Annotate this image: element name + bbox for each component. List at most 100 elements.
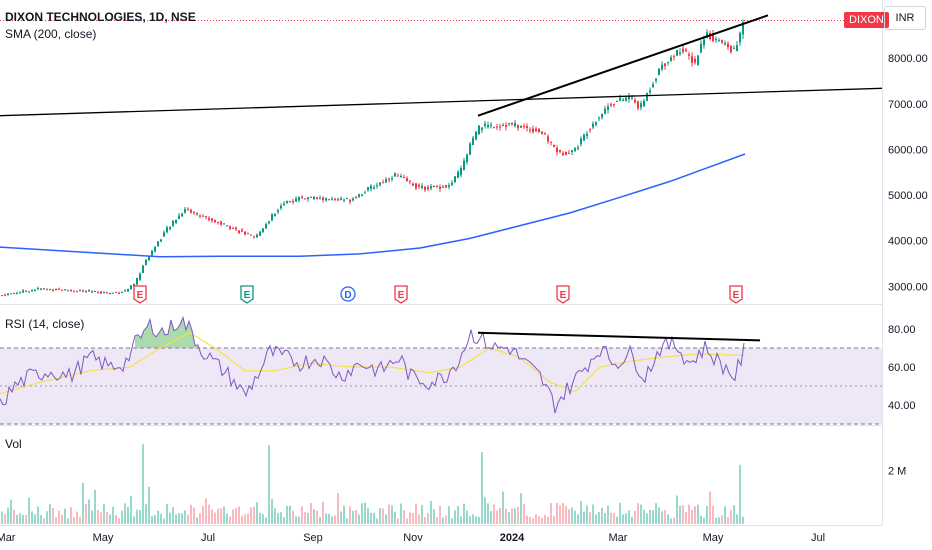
volume-bar xyxy=(373,512,375,524)
volume-legend[interactable]: Vol xyxy=(5,437,22,451)
candle-body xyxy=(679,52,681,54)
earnings-marker: E xyxy=(729,285,743,304)
volume-bar xyxy=(409,512,411,524)
candle-body xyxy=(649,90,651,93)
candle-body xyxy=(694,58,696,63)
candle-body xyxy=(691,56,693,63)
volume-bar xyxy=(292,511,294,524)
candle-body xyxy=(715,38,717,41)
rsi-legend[interactable]: RSI (14, close) xyxy=(5,317,85,331)
candle-body xyxy=(181,213,183,217)
volume-bar xyxy=(649,509,651,524)
rsi-trendline[interactable] xyxy=(477,331,761,342)
volume-bar xyxy=(130,496,132,524)
volume-bar xyxy=(199,513,201,524)
volume-bar xyxy=(718,517,720,524)
candle-body xyxy=(718,40,720,42)
volume-bar xyxy=(736,514,738,524)
candle-body xyxy=(58,288,60,290)
candle-body xyxy=(640,103,642,108)
volume-bar xyxy=(34,514,36,524)
resistance-trendline[interactable] xyxy=(477,14,769,117)
candle-body xyxy=(7,293,9,296)
candle-body xyxy=(184,209,186,213)
volume-bar xyxy=(349,506,351,524)
volume-bar xyxy=(454,510,456,524)
volume-bar xyxy=(532,518,534,524)
candle-body xyxy=(580,138,582,145)
volume-bar xyxy=(676,495,678,524)
candle-body xyxy=(424,186,426,191)
volume-bar xyxy=(391,505,393,524)
candle-body xyxy=(193,211,195,213)
earnings-icon xyxy=(556,285,570,304)
volume-bar xyxy=(241,515,243,524)
volume-bar xyxy=(313,509,315,524)
volume-bar xyxy=(244,514,246,524)
candle-body xyxy=(463,160,465,170)
volume-bar xyxy=(367,507,369,524)
price-axis: 3000.00 4000.00 5000.00 6000.00 7000.00 8000.… xyxy=(888,53,928,293)
event-label: E xyxy=(244,290,251,301)
rsi-line xyxy=(0,315,745,414)
volume-bar xyxy=(721,515,723,524)
candle-body xyxy=(118,292,120,294)
volume-bar xyxy=(61,514,63,524)
volume-bar xyxy=(316,510,318,524)
candle-body xyxy=(343,199,345,201)
volume-bar xyxy=(562,503,564,524)
candle-body xyxy=(631,97,633,99)
volume-bar xyxy=(379,508,381,524)
candle-body xyxy=(577,147,579,149)
volume-bar xyxy=(484,497,486,524)
event-label: E xyxy=(560,290,567,301)
candle-body xyxy=(247,232,249,234)
volume-bar xyxy=(175,514,177,524)
event-label: D xyxy=(344,290,351,301)
volume-bar xyxy=(340,511,342,524)
volume-bar xyxy=(607,505,609,524)
volume-bar xyxy=(19,512,21,524)
volume-bar xyxy=(226,513,228,524)
candle-body xyxy=(133,283,135,287)
candle-body xyxy=(226,225,228,227)
volume-bar xyxy=(625,513,627,524)
volume-bar xyxy=(478,516,480,524)
candle-body xyxy=(484,123,486,127)
sma-legend[interactable]: SMA (200, close) xyxy=(5,27,97,41)
candle-body xyxy=(157,241,159,247)
volume-bar xyxy=(406,518,408,524)
candle-body xyxy=(115,292,117,294)
volume-bar xyxy=(619,502,621,524)
symbol-price-badge: DIXON xyxy=(844,12,889,28)
candle-body xyxy=(637,101,639,109)
candle-body xyxy=(28,291,30,293)
event-label: E xyxy=(137,290,144,301)
volume-bar xyxy=(385,514,387,524)
volume-bar xyxy=(700,515,702,524)
candle-body xyxy=(487,125,489,128)
volume-bar xyxy=(610,512,612,524)
candle-body xyxy=(319,197,321,199)
volume-bar xyxy=(583,511,585,524)
candle-body xyxy=(628,96,630,99)
volume-bar xyxy=(118,518,120,524)
volume-bar xyxy=(271,499,273,524)
rsi-tick-label: 80.00 xyxy=(888,324,916,336)
candle-body xyxy=(466,154,468,163)
volume-bar xyxy=(79,516,81,524)
volume-bar xyxy=(256,502,258,524)
time-tick-label: May xyxy=(93,532,114,544)
candle-body xyxy=(259,231,261,236)
currency-selector[interactable]: INR xyxy=(884,6,926,30)
candle-body xyxy=(721,39,723,43)
candle-body xyxy=(235,227,237,229)
support-trendline[interactable] xyxy=(0,87,883,117)
volume-bar xyxy=(46,511,48,524)
volume-bar xyxy=(622,514,624,524)
candle-body xyxy=(733,47,735,49)
volume-bar xyxy=(286,505,288,524)
volume-bar xyxy=(571,507,573,524)
volume-bar xyxy=(544,514,546,524)
